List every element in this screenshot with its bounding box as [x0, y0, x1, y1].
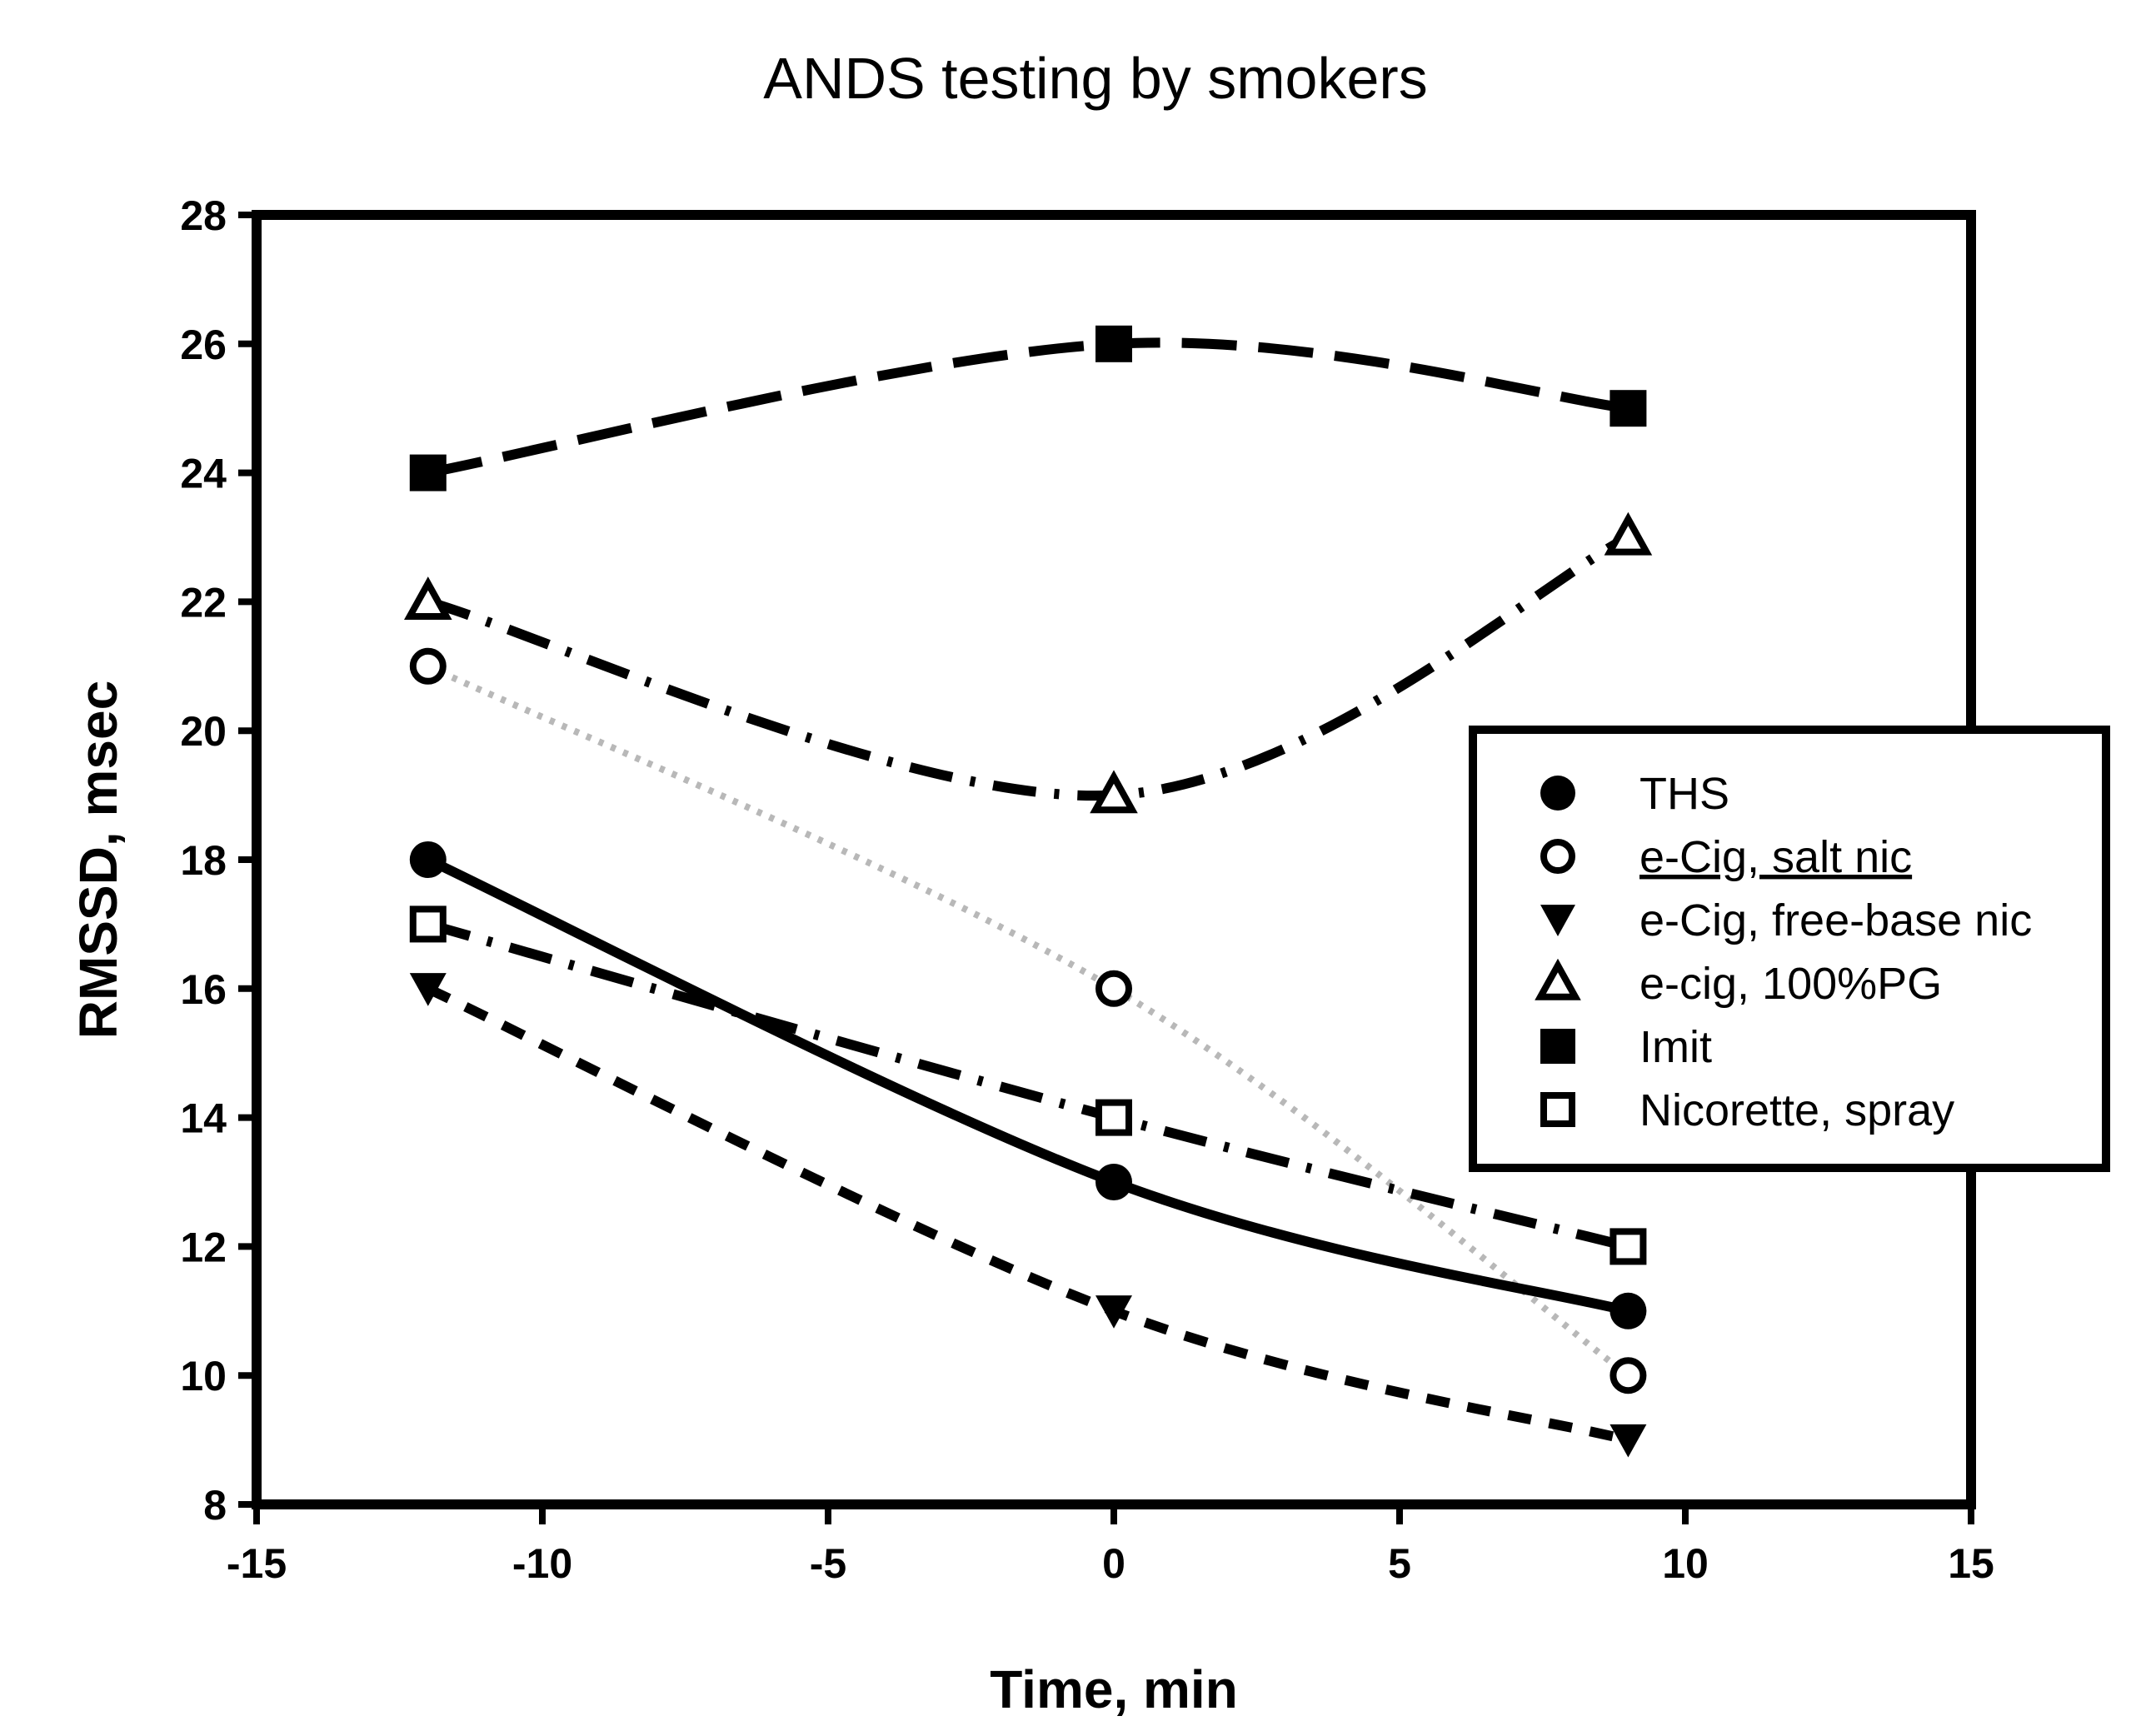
legend: THS e-Cig, salt nic e-Cig, free-base nic e-… — [1469, 726, 2110, 1172]
y-tick-label: 26 — [180, 322, 227, 368]
legend-box — [1469, 726, 2110, 1172]
marker-square-filled — [1540, 1029, 1575, 1064]
x-tick-label: -5 — [810, 1540, 846, 1587]
y-tick-label: 20 — [180, 708, 227, 755]
marker-triangle-down-filled — [1095, 1295, 1132, 1329]
y-tick-label: 18 — [180, 837, 227, 884]
y-tick-label: 12 — [180, 1224, 227, 1270]
legend-label: Nicorette, spray — [1639, 1085, 1954, 1135]
marker-circle-open — [1540, 839, 1575, 874]
y-tick-label: 14 — [180, 1095, 227, 1142]
x-tick-label: -15 — [227, 1540, 287, 1587]
x-tick-label: 0 — [1102, 1540, 1125, 1587]
marker-triangle-up-open — [1090, 770, 1138, 814]
legend-item: Imit — [1540, 1022, 1712, 1072]
marker-circle-filled — [1610, 1292, 1647, 1329]
marker-circle-filled — [409, 841, 447, 878]
series-line — [427, 532, 1631, 801]
y-axis-ticks: 8 10 12 14 16 18 20 22 24 26 28 — [180, 192, 257, 1529]
marker-triangle-up-open — [1535, 958, 1581, 1000]
y-tick-label: 28 — [180, 192, 227, 239]
series-line — [426, 855, 1629, 1316]
series-lines — [426, 337, 1631, 1445]
x-tick-label: 10 — [1662, 1540, 1709, 1587]
marker-square-filled — [1095, 325, 1132, 362]
series-markers — [404, 325, 1653, 1458]
marker-square-open — [409, 905, 447, 943]
marker-triangle-up-open — [1604, 511, 1653, 556]
legend-label: Imit — [1639, 1022, 1712, 1072]
marker-square-open — [1540, 1092, 1575, 1127]
marker-square-filled — [409, 454, 447, 491]
series-line — [426, 984, 1629, 1445]
legend-item: THS — [1540, 769, 1729, 819]
y-tick-label: 22 — [180, 579, 227, 626]
x-tick-label: 15 — [1948, 1540, 1994, 1587]
legend-label: THS — [1639, 769, 1729, 819]
series-line — [427, 919, 1629, 1252]
x-axis-label: Time, min — [990, 1659, 1238, 1719]
legend-label: e-Cig, free-base nic — [1639, 895, 2032, 945]
marker-circle-filled — [1095, 1164, 1132, 1200]
legend-item: Nicorette, spray — [1540, 1085, 1954, 1135]
marker-circle-open — [1610, 1357, 1647, 1394]
marker-square-filled — [1610, 390, 1647, 427]
series-line — [427, 337, 1629, 478]
marker-triangle-up-open — [404, 576, 452, 620]
marker-triangle-down-filled — [1540, 905, 1575, 936]
marker-triangle-down-filled — [409, 973, 447, 1006]
marker-square-open — [1095, 1099, 1132, 1136]
x-tick-label: -10 — [512, 1540, 572, 1587]
y-tick-label: 8 — [203, 1482, 227, 1529]
y-tick-label: 16 — [180, 966, 227, 1013]
marker-circle-open — [1095, 970, 1132, 1007]
x-tick-label: 5 — [1388, 1540, 1411, 1587]
y-axis-label: RMSSD, msec — [68, 681, 128, 1039]
legend-item: e-Cig, salt nic — [1540, 832, 1912, 882]
y-tick-label: 10 — [180, 1353, 227, 1399]
chart-title: ANDS testing by smokers — [763, 46, 1427, 111]
legend-label: e-Cig, salt nic — [1639, 832, 1912, 882]
y-tick-label: 24 — [180, 451, 227, 497]
legend-label: e-cig, 100%PG — [1639, 959, 1942, 1009]
x-axis-ticks: -15 -10 -5 0 5 10 15 — [227, 1504, 1994, 1587]
legend-items: THS e-Cig, salt nic e-Cig, free-base nic e-… — [1535, 769, 2032, 1135]
marker-circle-filled — [1540, 776, 1575, 811]
legend-item: e-cig, 100%PG — [1535, 958, 1942, 1009]
marker-circle-open — [409, 647, 447, 685]
marker-square-open — [1610, 1228, 1647, 1265]
marker-triangle-down-filled — [1610, 1424, 1647, 1458]
legend-item: e-Cig, free-base nic — [1540, 895, 2032, 945]
